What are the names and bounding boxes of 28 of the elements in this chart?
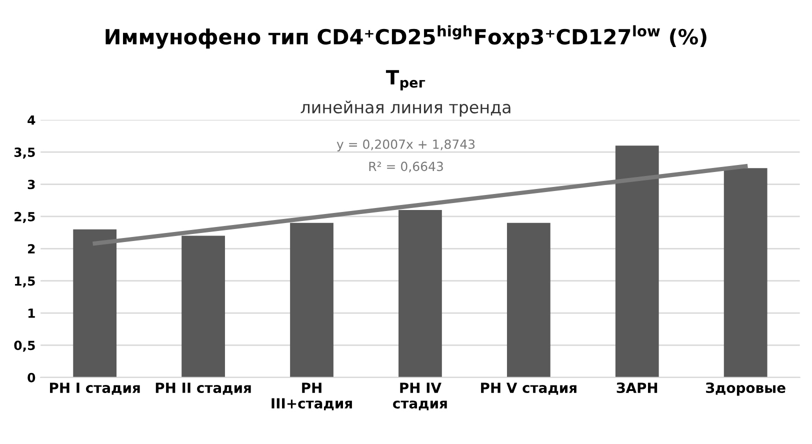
y-tick-label: 2 xyxy=(28,244,35,254)
y-tick-label: 3,5 xyxy=(14,148,35,159)
x-tick-label: РН IV стадия xyxy=(393,382,447,410)
bar xyxy=(73,229,117,378)
bar xyxy=(398,210,442,378)
y-tick-label: 1,5 xyxy=(15,276,35,288)
y-tick-label: 0,5 xyxy=(14,340,35,352)
x-tick-label: РН II стадия xyxy=(156,382,251,395)
x-tick-label: РН III+стадия xyxy=(272,382,352,410)
bar xyxy=(615,146,659,378)
y-tick-label: 2,5 xyxy=(14,212,35,223)
x-tick-label: Здоровые xyxy=(706,382,786,396)
annotation: R² = 0,6643 xyxy=(369,162,443,172)
annotation: y = 0,2007x + 1,8743 xyxy=(336,139,475,152)
chart-title: Иммунофено тип CD4⁺CD25$^{high}$Foxp3⁺CD127$^{low}$ (%) xyxy=(106,25,706,49)
y-tick-label: 3 xyxy=(28,180,35,190)
x-tick-label: ЗАРН xyxy=(616,382,658,394)
x-tick-label: РН V стадия xyxy=(481,382,576,395)
bar xyxy=(182,236,225,378)
y-tick-label: 4 xyxy=(28,116,36,125)
bar xyxy=(724,168,768,378)
x-tick-label: РН I стадия xyxy=(50,382,140,395)
y-tick-label: 1 xyxy=(28,308,35,318)
y-tick-label: 0 xyxy=(28,372,36,382)
bar xyxy=(290,222,334,378)
chart-subtitle: T$_{рег}$ xyxy=(386,70,426,90)
bar xyxy=(506,222,550,378)
text: линейная линия тренда xyxy=(300,100,510,117)
